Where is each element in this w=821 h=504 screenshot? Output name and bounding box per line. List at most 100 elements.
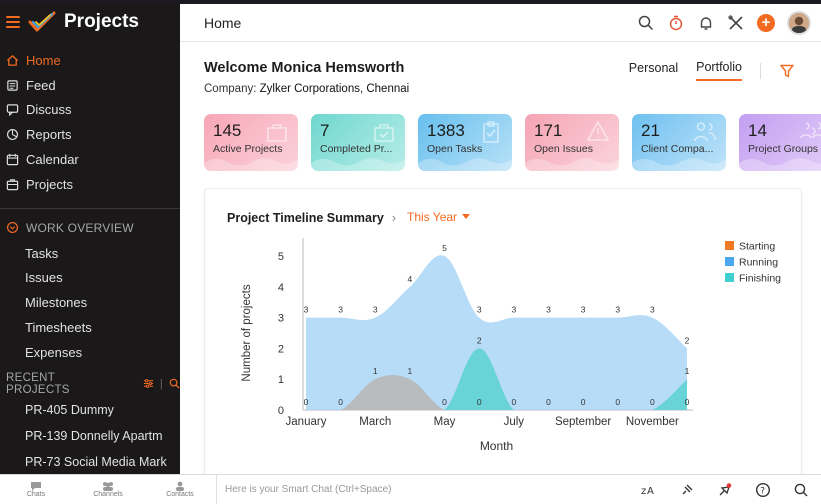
x-tick-label: November [626,416,679,428]
briefcase-check-icon [374,124,394,142]
main-content: Welcome Monica Hemsworth Company: Zylker… [180,42,821,474]
data-label-running: 3 [511,305,516,315]
tools-icon[interactable] [727,14,745,32]
alert-icon [587,121,609,141]
zoom-search-icon[interactable] [793,482,809,498]
sidebar-divider [0,207,180,209]
card-wave-decoration [311,158,405,171]
sidebar-item-issues[interactable]: Issues [25,270,63,286]
stat-card[interactable]: 7 Completed Pr... [311,114,405,171]
bell-icon[interactable] [697,14,715,32]
card-wave-decoration [632,158,726,171]
period-dropdown[interactable]: This Year [407,210,471,224]
data-label-starting: 0 [685,397,690,407]
sidebar-item-label: Reports [26,127,72,143]
stat-card-value: 21 [641,121,660,140]
data-label-finishing: 2 [477,335,482,345]
data-label-running: 3 [304,305,309,315]
sidebar-item-label: Calendar [26,152,79,168]
sidebar-item-timesheets[interactable]: Timesheets [25,320,92,336]
bottom-bar: Chats Channels Contacts Here is your Sma… [0,474,821,504]
chats-button[interactable]: Chats [0,481,72,498]
sidebar-item-projects[interactable]: Projects [0,172,180,197]
sidebar-nav: Home Feed Discuss Reports Calendar Proje… [0,40,180,197]
stat-card-label: Project Groups [748,143,819,155]
notification-pin-icon[interactable] [717,482,733,498]
stat-card-value: 145 [213,121,242,140]
recent-project-item[interactable]: PR-405 Dummy [25,402,114,417]
sidebar-item-label: Home [26,52,61,68]
sidebar-item-label: Projects [26,176,73,192]
data-label-running: 3 [477,305,482,315]
avatar[interactable] [787,10,811,35]
smart-chat-input[interactable]: Here is your Smart Chat (Ctrl+Space) [216,474,616,504]
filter-icon[interactable] [779,63,795,79]
stat-card[interactable]: 171 Open Issues [525,114,619,171]
stat-card-label: Active Projects [213,143,283,155]
tab-personal[interactable]: Personal [628,61,679,75]
contacts-label: Contacts [166,491,194,498]
channels-label: Channels [93,491,123,498]
recent-project-item[interactable]: PR-139 Donnelly Apartm [25,428,163,443]
home-icon [6,54,19,66]
stat-card[interactable]: 1383 Open Tasks [418,114,512,171]
sidebar-item-feed[interactable]: Feed [0,73,180,98]
legend-swatch-finishing [725,273,734,282]
data-label-starting: 0 [511,397,516,407]
stat-card[interactable]: 14 Project Groups [739,114,821,171]
recent-projects-tools: | [143,378,180,390]
sidebar-item-milestones[interactable]: Milestones [25,295,88,311]
hamburger-menu-icon[interactable] [6,16,20,28]
data-label-starting: 1 [373,366,378,376]
user-avatar-icon [789,12,809,33]
timer-icon[interactable] [667,14,685,32]
contacts-button[interactable]: Contacts [144,481,216,498]
sidebar-item-discuss[interactable]: Discuss [0,98,180,123]
data-label-starting: 0 [442,397,447,407]
briefcase-icon [267,124,287,142]
sidebar-item-expenses[interactable]: Expenses [25,344,83,360]
data-label-running: 3 [373,305,378,315]
search-icon[interactable] [637,14,655,32]
plug-icon[interactable] [679,482,695,498]
svg-text:?: ? [760,486,765,496]
stat-card[interactable]: 145 Active Projects [204,114,298,171]
sidebar-item-label: Feed [26,77,56,93]
data-label-running: 5 [442,243,447,253]
stat-card-value: 171 [534,121,563,140]
chevron-down-icon [462,214,471,219]
y-tick-label: 5 [278,251,284,263]
legend-label-running: Running [739,257,778,269]
tab-portfolio[interactable]: Portfolio [696,60,742,81]
recent-project-item[interactable]: PR-73 Social Media Mark [25,454,167,469]
data-label-running: 3 [615,305,620,315]
y-tick-label: 3 [278,313,284,325]
calendar-icon [6,154,19,166]
sidebar-item-reports[interactable]: Reports [0,122,180,147]
data-label-starting: 0 [546,397,551,407]
x-tick-label: January [286,416,327,428]
filter-settings-icon[interactable] [143,378,154,389]
x-tick-label: July [504,416,525,428]
card-wave-decoration [739,158,821,171]
work-overview-label: WORK OVERVIEW [26,220,134,235]
work-overview-header[interactable]: WORK OVERVIEW [0,215,180,241]
stat-card[interactable]: 21 Client Compa... [632,114,726,171]
top-header: Home + [180,4,821,42]
sidebar-item-label: Discuss [26,102,72,118]
sidebar-item-tasks[interactable]: Tasks [25,245,59,261]
channels-button[interactable]: Channels [72,481,144,498]
sidebar-item-calendar[interactable]: Calendar [0,147,180,172]
stat-card-label: Completed Pr... [320,143,393,155]
reports-icon [6,129,19,141]
search-icon[interactable] [169,378,180,389]
sidebar-item-home[interactable]: Home [0,48,180,73]
discuss-icon [6,104,19,117]
help-icon[interactable]: ? [755,482,771,498]
chart-title[interactable]: Project Timeline Summary › [227,210,396,225]
add-new-button[interactable]: + [757,13,775,32]
x-axis-title: Month [480,439,513,453]
company-label: Company: [204,83,257,95]
